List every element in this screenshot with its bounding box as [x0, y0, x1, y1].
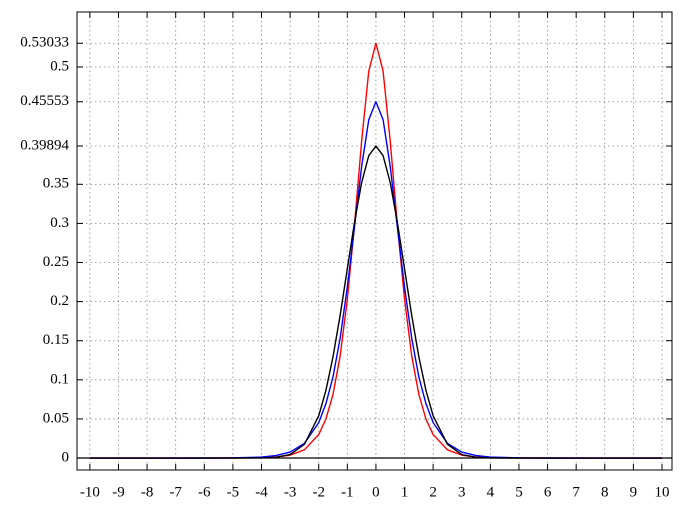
y-tick-label: 0.05: [43, 410, 69, 426]
x-tick-label: 0: [372, 484, 380, 500]
y-tick-label: 0: [62, 449, 70, 465]
series-line: [89, 145, 662, 459]
y-tick-label: 0.5: [50, 58, 69, 74]
x-tick-label: 5: [515, 484, 523, 500]
x-tick-label: -1: [341, 484, 354, 500]
series-line: [89, 101, 662, 459]
x-tick-label: -2: [312, 484, 325, 500]
x-tick-label: 7: [572, 484, 580, 500]
x-tick-label: 2: [429, 484, 437, 500]
x-tick-label: 8: [601, 484, 609, 500]
x-tick-label: 1: [401, 484, 409, 500]
x-tick-label: 10: [654, 484, 669, 500]
y-tick-label: 0.53033: [20, 35, 69, 51]
x-tick-label: -6: [198, 484, 211, 500]
plot-frame: [76, 11, 673, 471]
y-tick-label: 0.15: [43, 332, 69, 348]
y-tick-label: 0.2: [50, 293, 69, 309]
x-tick-label: -10: [80, 484, 100, 500]
x-tick-label: 9: [630, 484, 638, 500]
y-tick-label: 0.45553: [20, 93, 69, 109]
y-tick-label: 0.3: [50, 215, 69, 231]
y-tick-label: 0.39894: [20, 137, 69, 153]
x-tick-label: -3: [284, 484, 297, 500]
x-tick-label: -7: [169, 484, 182, 500]
x-tick-label: 3: [458, 484, 466, 500]
x-tick-label: 4: [487, 484, 495, 500]
x-tick-label: 6: [544, 484, 552, 500]
x-tick-label: -5: [227, 484, 240, 500]
y-tick-label: 0.25: [43, 254, 69, 270]
y-tick-label: 0.1: [50, 371, 69, 387]
x-tick-label: -4: [255, 484, 268, 500]
y-tick-label: 0.35: [43, 176, 69, 192]
x-tick-label: -9: [112, 484, 125, 500]
x-tick-label: -8: [141, 484, 154, 500]
